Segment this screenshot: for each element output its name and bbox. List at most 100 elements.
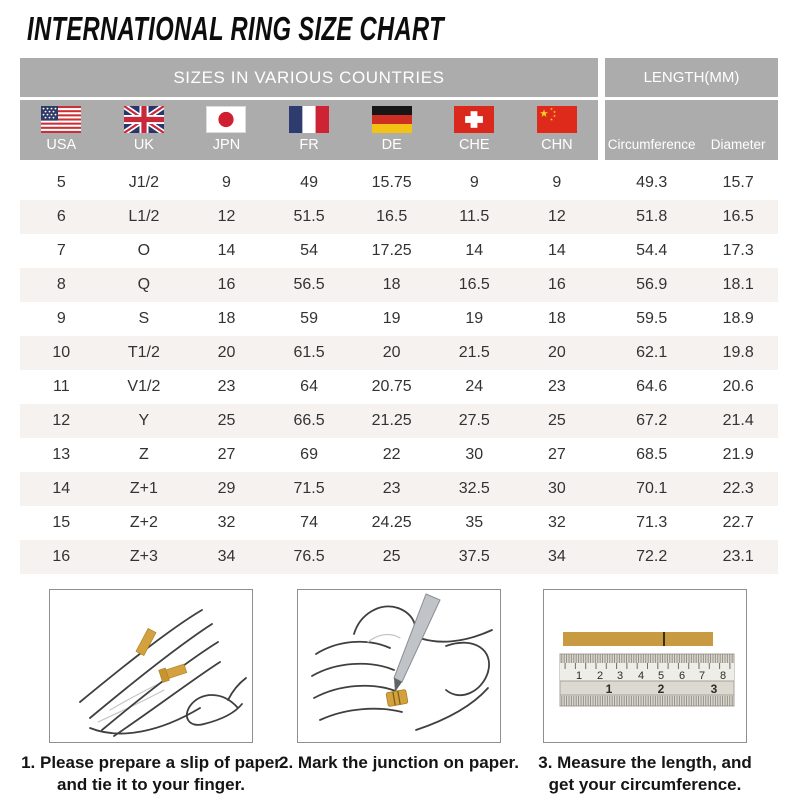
cell-uk: O [137,242,151,259]
cell-chn: 30 [547,480,566,497]
cell-de: 21.25 [371,412,412,429]
table-row: 6 L1/2 12 51.5 16.5 11.5 12 51.8 16.5 [20,200,778,234]
instruction-step-2: 2. Mark the junction on paper. [279,589,519,774]
cell-diameter: 18.1 [722,276,754,293]
illustration-box-3: 1 2 3 4 5 6 7 8 1 2 3 [543,589,747,743]
cell-chn: 32 [547,514,566,531]
cell-circumference: 54.4 [636,242,668,259]
cell-jpn: 34 [217,548,236,565]
group-header-length: LENGTH(MM) [605,58,778,97]
cell-che: 21.5 [458,344,490,361]
column-header-diameter: Diameter [698,100,779,160]
cell-jpn: 12 [217,208,236,225]
table-row: 8 Q 16 56.5 18 16.5 16 56.9 18.1 [20,268,778,302]
table-group-header: SIZES IN VARIOUS COUNTRIES LENGTH(MM) [20,58,778,97]
instruction-caption-2: 2. Mark the junction on paper. [279,753,519,772]
cell-diameter: 17.3 [722,242,754,259]
cell-uk: L1/2 [128,208,160,225]
cell-gap [598,234,605,268]
cell-circumference: 70.1 [636,480,668,497]
cell-diameter: 15.7 [722,174,754,191]
cell-gap [598,166,605,200]
cell-usa: 7 [56,242,66,259]
cell-usa: 9 [56,310,66,327]
cell-de: 22 [382,446,401,463]
japan-flag-icon [206,106,247,133]
cell-uk: V1/2 [127,378,161,395]
header-divider [598,58,605,97]
column-header-usa: USA [20,100,103,160]
column-label: USA [46,137,77,153]
cell-jpn: 29 [217,480,236,497]
cell-uk: Z+1 [129,480,158,497]
cell-chn: 14 [547,242,566,259]
cell-gap [598,472,605,506]
svg-text:3: 3 [617,670,623,682]
cell-diameter: 23.1 [722,548,754,565]
column-header-de: DE [350,100,433,160]
svg-text:7: 7 [699,670,705,682]
cell-jpn: 9 [222,174,231,191]
cell-chn: 27 [547,446,566,463]
cell-chn: 20 [547,344,566,361]
svg-text:5: 5 [658,670,664,682]
column-header-jpn: JPN [185,100,268,160]
cell-fr: 76.5 [293,548,325,565]
svg-text:1: 1 [606,682,613,696]
cell-gap [598,302,605,336]
cell-gap [598,540,605,574]
svg-text:6: 6 [679,670,685,682]
table-row: 13 Z 27 69 22 30 27 68.5 21.9 [20,438,778,472]
france-flag-icon [289,106,330,133]
germany-flag-icon [371,106,412,133]
cell-diameter: 21.4 [722,412,754,429]
cell-uk: Y [138,412,150,429]
illustration-box-2 [297,589,501,743]
hand-with-paper-strip-illustration [79,609,247,737]
svg-text:2: 2 [597,670,603,682]
cell-de: 17.25 [371,242,412,259]
uk-flag-icon [123,106,164,133]
cell-usa: 14 [52,480,71,497]
cell-fr: 74 [300,514,318,531]
cell-diameter: 19.8 [722,344,754,361]
cell-gap [598,200,605,234]
cell-circumference: 59.5 [636,310,668,327]
cell-jpn: 14 [217,242,236,259]
table-row: 11 V1/2 23 64 20.75 24 23 64.6 20.6 [20,370,778,404]
cell-chn: 25 [547,412,566,429]
cell-circumference: 64.6 [636,378,668,395]
cell-de: 15.75 [371,174,412,191]
svg-text:4: 4 [638,670,644,682]
group-header-sizes: SIZES IN VARIOUS COUNTRIES [20,58,598,97]
table-body: 5 J1/2 9 49 15.75 9 9 49.3 15.7 6 L1/2 1… [20,166,778,574]
cell-usa: 10 [52,344,71,361]
cell-chn: 9 [552,174,562,191]
cell-chn: 16 [547,276,566,293]
cell-jpn: 18 [217,310,236,327]
column-label: FR [299,137,319,153]
cell-fr: 56.5 [293,276,325,293]
cell-fr: 64 [300,378,318,395]
table-row: 14 Z+1 29 71.5 23 32.5 30 70.1 22.3 [20,472,778,506]
cell-de: 19 [382,310,401,327]
cell-fr: 54 [300,242,318,259]
column-label: UK [133,137,154,153]
cell-circumference: 68.5 [636,446,668,463]
cell-jpn: 16 [217,276,236,293]
cell-uk: Z+2 [129,514,158,531]
cell-de: 23 [382,480,401,497]
cell-fr: 59 [300,310,318,327]
cell-circumference: 72.2 [636,548,668,565]
cell-uk: S [138,310,150,327]
paper-strip [563,632,713,646]
marking-junction-with-pen-illustration [311,593,493,731]
cell-de: 18 [382,276,401,293]
cell-gap [598,370,605,404]
cell-usa: 8 [56,276,66,293]
cell-gap [598,438,605,472]
cell-diameter: 21.9 [722,446,754,463]
cell-circumference: 56.9 [636,276,668,293]
cell-usa: 6 [56,208,66,225]
cell-usa: 16 [52,548,71,565]
